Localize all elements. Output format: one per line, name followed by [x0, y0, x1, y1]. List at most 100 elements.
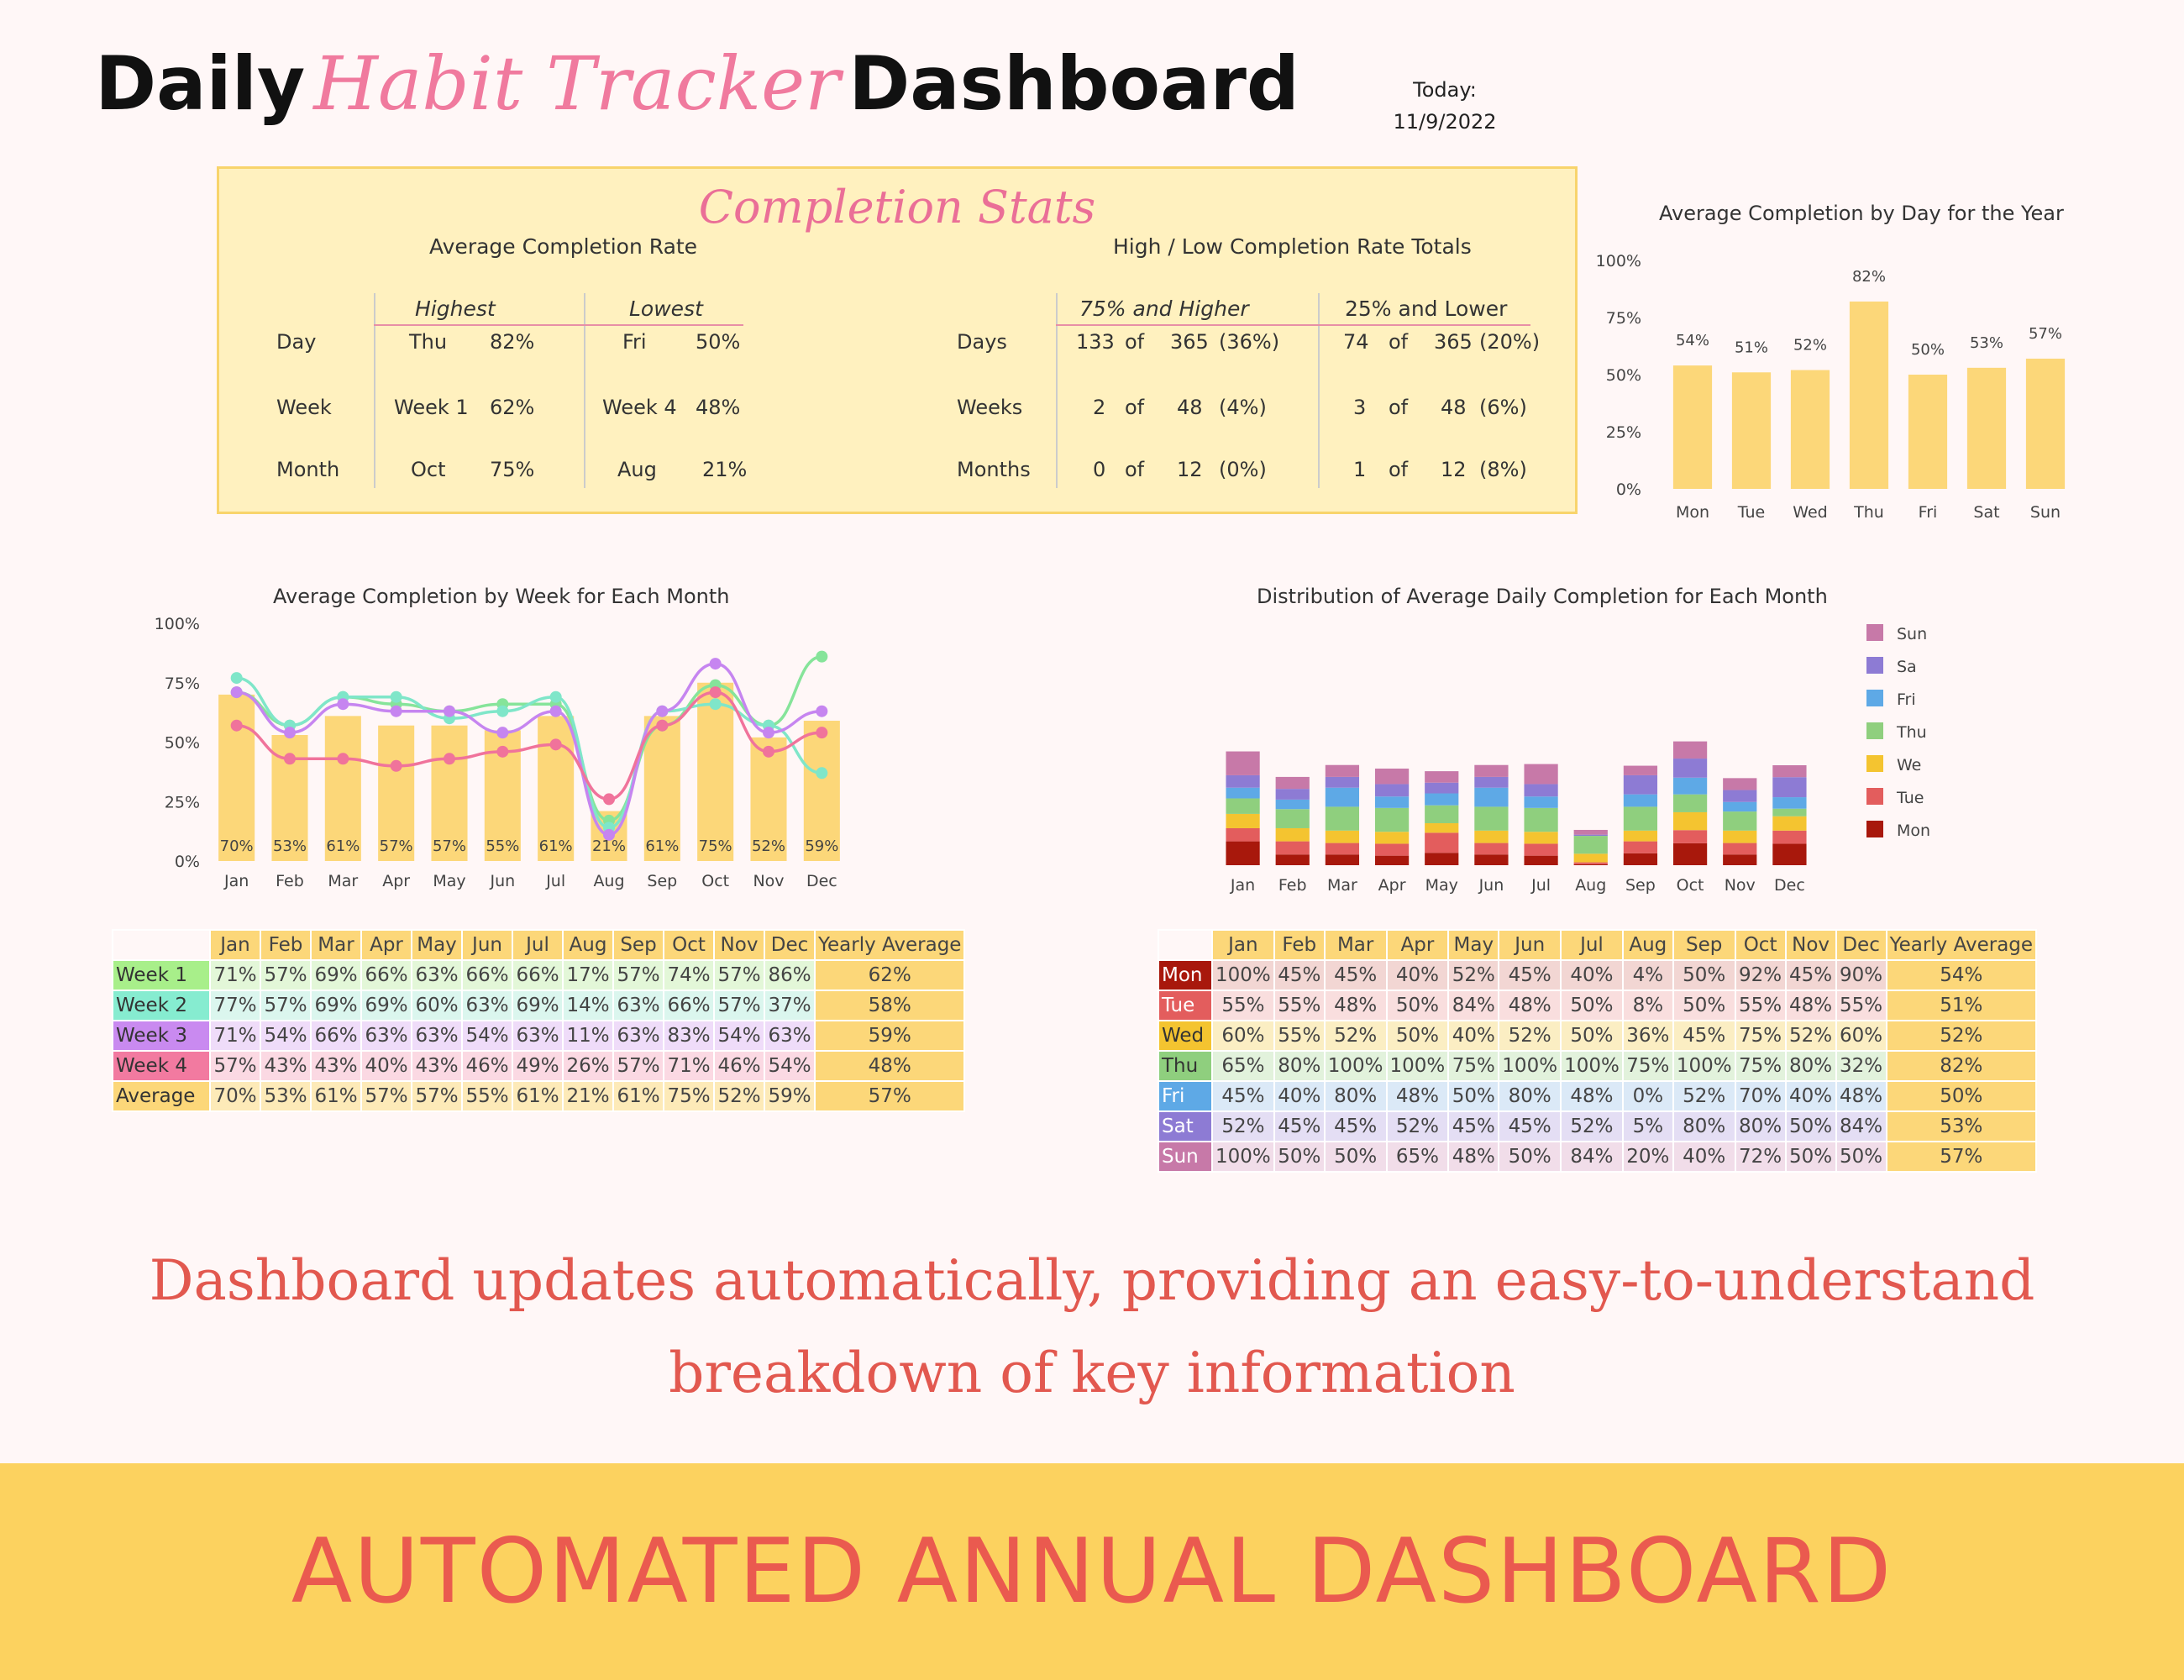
- series-point: [816, 705, 828, 717]
- months-high-count: 0: [1093, 458, 1106, 481]
- title-part-habit-tracker: Habit Tracker: [313, 40, 841, 127]
- series-point: [656, 705, 669, 717]
- of-text: of: [1125, 396, 1145, 419]
- table-row: Week 1 71% 57% 69% 66% 63% 66% 66% 17% 57% 74% 57% 8…: [112, 959, 966, 991]
- x-tick-label: Jun: [489, 872, 515, 890]
- table-cell: 50%: [1672, 959, 1736, 991]
- table-cell: 69%: [360, 990, 412, 1021]
- table-cell: 63%: [411, 1020, 463, 1052]
- stacked-segment: [1573, 862, 1608, 864]
- x-tick-label: Dec: [806, 872, 837, 890]
- table-cell: 65%: [1211, 1050, 1275, 1082]
- bar: [324, 716, 361, 861]
- table-row: Tue 55% 55% 48% 50% 84% 48% 50% 8% 50% 55% 48% 55% 51…: [1158, 990, 2038, 1021]
- stacked-segment: [1623, 765, 1658, 775]
- table-cell: 55%: [1835, 990, 1887, 1021]
- month-lowest: Aug: [617, 458, 657, 481]
- stacked-segment: [1672, 759, 1708, 778]
- table-cell: 40%: [1784, 1080, 1837, 1112]
- column-header: Dec: [764, 929, 816, 961]
- table-row: Sun 100% 50% 50% 65% 48% 50% 84% 20% 40% 72% 50% 50%…: [1158, 1141, 2038, 1173]
- stacked-segment: [1723, 830, 1757, 843]
- stacked-segment: [1573, 836, 1608, 854]
- table-row: Sat 52% 45% 45% 52% 45% 45% 52% 5% 80% 80% 50% 84% 53…: [1158, 1110, 2038, 1142]
- table-cell: 71%: [663, 1050, 715, 1082]
- legend-swatch: [1866, 722, 1883, 739]
- month-highest: Oct: [411, 458, 446, 481]
- table-cell: 50%: [1560, 990, 1624, 1021]
- stacked-segment: [1573, 864, 1608, 865]
- divider: [374, 293, 375, 488]
- legend-swatch: [1866, 821, 1883, 837]
- table-cell: 50%: [1784, 1110, 1837, 1142]
- row-header: Sun: [1158, 1141, 1213, 1173]
- table-cell: 0%: [1621, 1080, 1674, 1112]
- series-point: [763, 727, 774, 739]
- y-tick-label: 25%: [1606, 423, 1641, 442]
- column-header: Oct: [1734, 929, 1787, 961]
- series-point: [230, 719, 243, 732]
- table-cell: 52%: [1447, 959, 1500, 991]
- stacked-segment: [1474, 854, 1509, 865]
- of-text: of: [1389, 458, 1409, 481]
- table-cell: 45%: [1273, 1110, 1326, 1142]
- table-cell: 100%: [1211, 1141, 1275, 1173]
- table-cell: 53%: [260, 1080, 312, 1112]
- table-cell: 50%: [1672, 990, 1736, 1021]
- column-header: Jan: [209, 929, 261, 961]
- x-tick-label: Fri: [1919, 503, 1938, 522]
- banner-text: AUTOMATED ANNUAL DASHBOARD: [291, 1520, 1893, 1623]
- stacked-segment: [1325, 776, 1360, 788]
- stacked-segment: [1325, 806, 1360, 831]
- stacked-segment: [1672, 741, 1708, 759]
- x-tick-label: Feb: [1278, 876, 1307, 895]
- x-tick-label: Nov: [1725, 876, 1756, 895]
- stacked-segment: [1623, 794, 1658, 807]
- table-cell: 69%: [310, 990, 362, 1021]
- series-point: [709, 658, 722, 670]
- x-tick-label: Wed: [1793, 503, 1827, 522]
- stacked-segment: [1672, 811, 1708, 831]
- bar: [750, 737, 787, 861]
- stacked-segment: [1374, 807, 1410, 832]
- header-underline: [374, 324, 743, 326]
- table-cell: 80%: [1672, 1110, 1736, 1142]
- table-cell: 86%: [764, 959, 816, 991]
- data-label: 53%: [1970, 334, 2003, 352]
- completion-stats-panel: Completion Stats Average Completion Rate…: [217, 166, 1578, 514]
- bar: [1790, 370, 1830, 489]
- table-cell: 72%: [1734, 1141, 1787, 1173]
- table-cell: 5%: [1621, 1110, 1674, 1142]
- today-label: Today:: [1413, 78, 1477, 102]
- data-label: 51%: [1735, 339, 1768, 356]
- table-row: Wed 60% 55% 52% 50% 40% 52% 50% 36% 45% 75% 52% 60% 5…: [1158, 1020, 2038, 1052]
- series-point: [230, 672, 243, 685]
- table-cell: 48%: [1784, 990, 1837, 1021]
- table-cell: 70%: [1734, 1080, 1787, 1112]
- stacked-segment: [1275, 854, 1310, 865]
- table-row: Mon 100% 45% 45% 40% 52% 45% 40% 4% 50% 92% 45% 90% 5…: [1158, 959, 2038, 991]
- table-cell: 45%: [1211, 1080, 1275, 1112]
- stacked-segment: [1524, 807, 1558, 832]
- table-row: Fri 45% 40% 80% 48% 50% 80% 48% 0% 52% 70% 40% 48% 50…: [1158, 1080, 2038, 1112]
- y-tick-label: 75%: [1606, 309, 1641, 328]
- table-cell: 57%: [713, 990, 765, 1021]
- y-tick-label: 100%: [1596, 252, 1641, 270]
- totals-label-weeks: Weeks: [957, 396, 1023, 419]
- table-cell: 4%: [1621, 959, 1674, 991]
- table-cell: 63%: [612, 990, 664, 1021]
- weeks-low-count: 3: [1353, 396, 1367, 419]
- table-cell: 50%: [1385, 1020, 1450, 1052]
- x-tick-label: Oct: [1677, 876, 1704, 895]
- series-point: [709, 698, 722, 711]
- x-tick-label: Mar: [1327, 876, 1357, 895]
- stacked-segment: [1772, 830, 1807, 844]
- day-highest: Thu: [409, 330, 448, 354]
- divider: [1318, 293, 1320, 488]
- y-tick-label: 50%: [165, 734, 200, 753]
- x-tick-label: Sat: [1973, 503, 1999, 522]
- column-header: Sep: [612, 929, 664, 961]
- x-tick-label: Nov: [753, 872, 784, 890]
- series-point: [444, 705, 455, 717]
- legend-label: Tue: [1896, 789, 1924, 807]
